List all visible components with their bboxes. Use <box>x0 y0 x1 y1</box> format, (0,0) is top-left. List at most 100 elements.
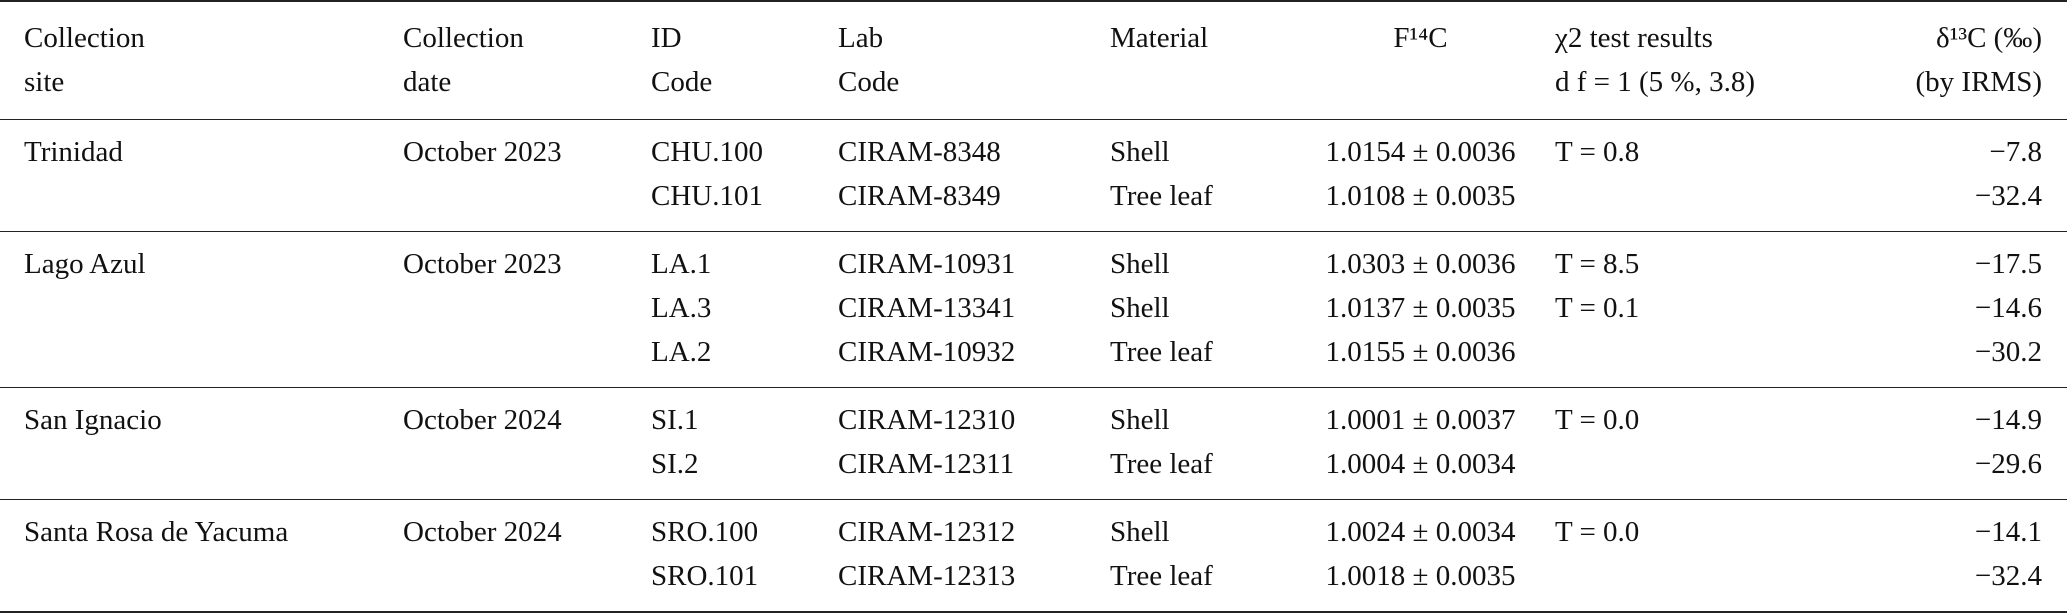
date-cell: October 2023 <box>403 120 651 232</box>
site-cell: Lago Azul <box>0 232 403 388</box>
group-row: Santa Rosa de Yacuma October 2024 SRO.100 S… <box>0 500 2067 613</box>
id: SRO.101 <box>651 560 759 592</box>
header-text: Collection <box>24 22 145 54</box>
material: Tree leaf <box>1110 180 1213 212</box>
site: Lago Azul <box>24 248 146 280</box>
id: LA.2 <box>651 336 712 368</box>
header-text: date <box>403 66 452 98</box>
header-row: Collection site Collection date ID Code Lab Cod… <box>0 0 2067 120</box>
f14c: 1.0154 ± 0.0036 <box>1325 136 1516 168</box>
d13c-cell: −14.9 −29.6 <box>1880 388 2067 500</box>
material: Tree leaf <box>1110 336 1213 368</box>
d13c: −29.6 <box>1974 448 2042 480</box>
id: LA.1 <box>651 248 712 280</box>
date: October 2023 <box>403 248 562 280</box>
header-cell: Collection date <box>403 0 651 120</box>
d13c: −14.9 <box>1974 404 2042 436</box>
lab-cell: CIRAM-12310 CIRAM-12311 <box>838 388 1110 500</box>
id-cell: SI.1 SI.2 <box>651 388 838 500</box>
material: Shell <box>1110 248 1170 280</box>
material-cell: Shell Tree leaf <box>1110 500 1286 613</box>
date-cell: October 2024 <box>403 388 651 500</box>
id: LA.3 <box>651 292 712 324</box>
material: Shell <box>1110 516 1170 548</box>
d13c-cell: −17.5 −14.6 −30.2 <box>1880 232 2067 388</box>
table-body: Trinidad October 2023 CHU.100 CHU.101 CIRAM-… <box>0 120 2067 613</box>
d13c: −30.2 <box>1974 336 2042 368</box>
empty-line <box>1555 174 1880 218</box>
group-row: Trinidad October 2023 CHU.100 CHU.101 CIRAM-… <box>0 120 2067 232</box>
header-text: Code <box>838 66 900 98</box>
f14c: 1.0303 ± 0.0036 <box>1325 248 1516 280</box>
empty-line <box>1555 330 1880 374</box>
site-cell: Santa Rosa de Yacuma <box>0 500 403 613</box>
d13c: −7.8 <box>1989 136 2042 168</box>
id-cell: CHU.100 CHU.101 <box>651 120 838 232</box>
lab: CIRAM-10932 <box>838 336 1016 368</box>
id: CHU.100 <box>651 136 763 168</box>
date: October 2023 <box>403 136 562 168</box>
id-cell: LA.1 LA.3 LA.2 <box>651 232 838 388</box>
lab: CIRAM-12313 <box>838 560 1016 592</box>
header-cell: F¹⁴C <box>1286 0 1555 120</box>
material-cell: Shell Tree leaf <box>1110 120 1286 232</box>
header-text: Material <box>1110 22 1209 54</box>
d13c: −32.4 <box>1974 180 2042 212</box>
header-cell: χ2 test results d f = 1 (5 %, 3.8) <box>1555 0 1880 120</box>
f14c: 1.0155 ± 0.0036 <box>1325 336 1516 368</box>
header-text: Collection <box>403 22 524 54</box>
lab: CIRAM-8348 <box>838 136 1001 168</box>
chi2: T = 0.0 <box>1555 516 1640 548</box>
header-text: F¹⁴C <box>1393 22 1448 54</box>
material: Tree leaf <box>1110 560 1213 592</box>
chi2: T = 0.0 <box>1555 404 1640 436</box>
id: SI.1 <box>651 404 699 436</box>
date-cell: October 2024 <box>403 500 651 613</box>
material-cell: Shell Shell Tree leaf <box>1110 232 1286 388</box>
header-text: Lab <box>838 22 884 54</box>
header-text: (by IRMS) <box>1915 66 2042 98</box>
d13c-cell: −14.1 −32.4 <box>1880 500 2067 613</box>
material: Shell <box>1110 136 1170 168</box>
site: San Ignacio <box>24 404 162 436</box>
lab: CIRAM-12310 <box>838 404 1016 436</box>
material: Shell <box>1110 404 1170 436</box>
d13c: −32.4 <box>1974 560 2042 592</box>
d13c-cell: −7.8 −32.4 <box>1880 120 2067 232</box>
header-text: d f = 1 (5 %, 3.8) <box>1555 66 1755 98</box>
f14c-cell: 1.0001 ± 0.0037 1.0004 ± 0.0034 <box>1286 388 1555 500</box>
header-text: δ¹³C (‰) <box>1936 22 2042 54</box>
f14c: 1.0018 ± 0.0035 <box>1325 560 1516 592</box>
f14c-cell: 1.0024 ± 0.0034 1.0018 ± 0.0035 <box>1286 500 1555 613</box>
header-text: ID <box>651 22 682 54</box>
header-text: χ2 test results <box>1555 22 1713 54</box>
f14c: 1.0137 ± 0.0035 <box>1325 292 1516 324</box>
chi2-cell: T = 0.8 <box>1555 120 1880 232</box>
site: Trinidad <box>24 136 123 168</box>
id-cell: SRO.100 SRO.101 <box>651 500 838 613</box>
chi2-cell: T = 0.0 <box>1555 388 1880 500</box>
lab-cell: CIRAM-10931 CIRAM-13341 CIRAM-10932 <box>838 232 1110 388</box>
header-cell: Material <box>1110 0 1286 120</box>
chi2: T = 0.1 <box>1555 292 1640 324</box>
header-text: Code <box>651 66 713 98</box>
id: CHU.101 <box>651 180 763 212</box>
id: SRO.100 <box>651 516 759 548</box>
chi2-cell: T = 0.0 <box>1555 500 1880 613</box>
header-cell: δ¹³C (‰) (by IRMS) <box>1880 0 2067 120</box>
header-cell: Lab Code <box>838 0 1110 120</box>
lab: CIRAM-8349 <box>838 180 1001 212</box>
site: Santa Rosa de Yacuma <box>24 516 289 548</box>
f14c: 1.0108 ± 0.0035 <box>1325 180 1516 212</box>
f14c-cell: 1.0303 ± 0.0036 1.0137 ± 0.0035 1.0155 ± 0… <box>1286 232 1555 388</box>
date: October 2024 <box>403 404 562 436</box>
d13c: −14.6 <box>1974 292 2042 324</box>
group-row: Lago Azul October 2023 LA.1 LA.3 LA.2 CIRAM-1… <box>0 232 2067 388</box>
empty-line <box>1555 554 1880 598</box>
site-cell: Trinidad <box>0 120 403 232</box>
group-row: San Ignacio October 2024 SI.1 SI.2 CIRAM-123… <box>0 388 2067 500</box>
chi2: T = 8.5 <box>1555 248 1640 280</box>
lab-cell: CIRAM-12312 CIRAM-12313 <box>838 500 1110 613</box>
f14c: 1.0001 ± 0.0037 <box>1325 404 1516 436</box>
